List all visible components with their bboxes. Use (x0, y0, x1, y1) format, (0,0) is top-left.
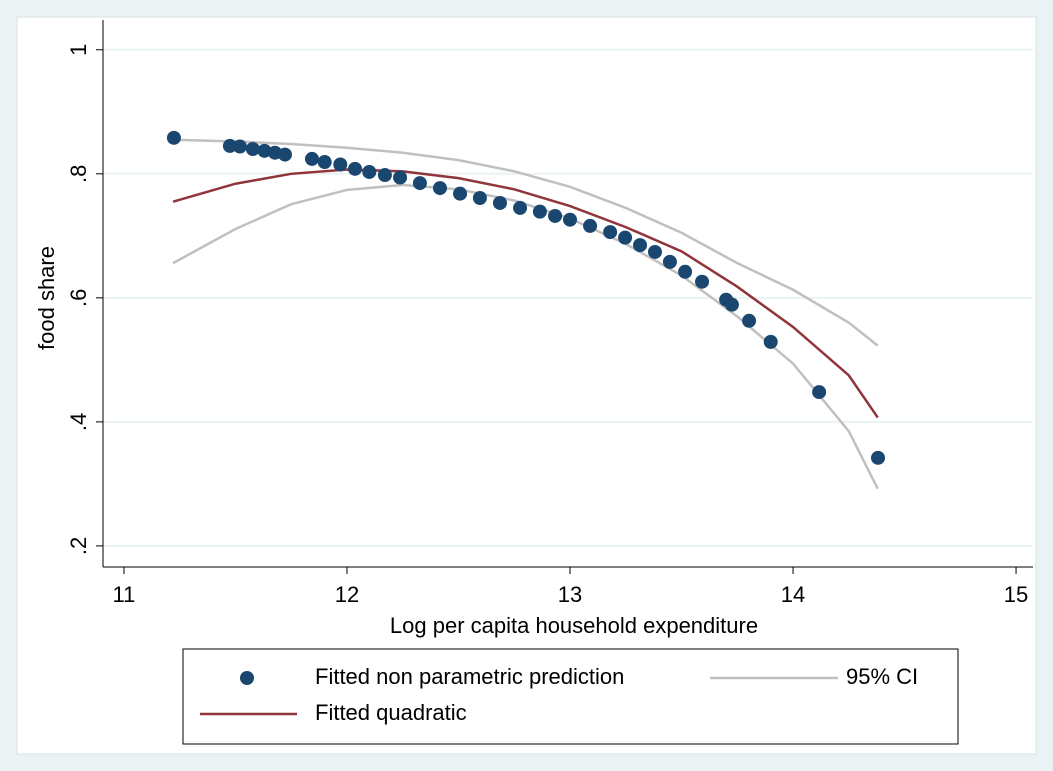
point (222, 138, 237, 153)
plot-area (103, 20, 1033, 567)
ci-upper (172, 138, 879, 347)
x-tick-label: 14 (781, 582, 805, 607)
point (333, 157, 348, 172)
y-tick-label: .8 (66, 165, 91, 183)
point (647, 244, 662, 259)
y-axis-title: food share (34, 246, 59, 350)
point (583, 218, 598, 233)
x-tick-label: 13 (558, 582, 582, 607)
point (633, 238, 648, 253)
point (678, 264, 693, 279)
x-tick-label: 11 (113, 582, 136, 607)
point (257, 143, 272, 158)
point (412, 176, 427, 191)
point (532, 204, 547, 219)
y-tick-label: .4 (66, 413, 91, 431)
point (513, 200, 528, 215)
point (377, 168, 392, 183)
point (618, 230, 633, 245)
point (232, 139, 247, 154)
point (724, 297, 739, 312)
point (453, 186, 468, 201)
legend-marker (240, 671, 254, 685)
point (695, 274, 710, 289)
legend-label: Fitted non parametric prediction (315, 664, 624, 689)
point (812, 385, 827, 400)
point (348, 161, 363, 176)
point (548, 208, 563, 223)
point (393, 170, 408, 185)
point (871, 450, 885, 465)
legend (182, 648, 959, 745)
point (662, 254, 677, 269)
point (603, 225, 618, 240)
point (166, 130, 181, 145)
point (245, 141, 260, 156)
point (472, 190, 487, 205)
point (742, 313, 757, 328)
point (277, 147, 292, 162)
y-tick-label: 1 (66, 44, 91, 56)
point (432, 181, 447, 196)
y-tick-label: .6 (66, 289, 91, 307)
legend-label: 95% CI (846, 664, 918, 689)
y-tick-label: .2 (66, 537, 91, 555)
point (362, 164, 377, 179)
x-tick-label: 15 (1004, 582, 1028, 607)
point (492, 195, 507, 210)
point (317, 155, 332, 170)
point (563, 212, 578, 227)
line (172, 168, 879, 419)
point (304, 151, 319, 166)
x-tick-label: 12 (335, 582, 359, 607)
legend-label: Fitted quadratic (315, 700, 467, 725)
x-axis-title: Log per capita household expenditure (390, 613, 758, 638)
point (763, 334, 778, 349)
